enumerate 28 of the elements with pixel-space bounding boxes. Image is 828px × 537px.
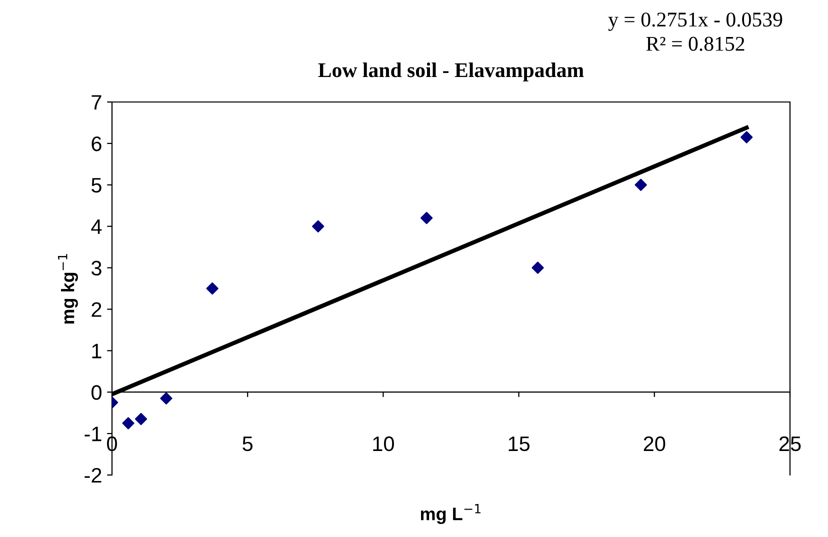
y-tick-label: 6 [92,136,102,152]
y-tick-label: 5 [92,178,102,193]
y-tick-label: 3 [91,260,102,276]
y-tick-label: -1 [84,426,102,442]
text: y = 0.2751x - 0.0539 [608,12,782,31]
point [634,178,647,191]
x-tick-label: 15 [508,436,530,452]
point [160,392,172,404]
x-tick-label: 10 [373,436,394,452]
x-tick-label: 5 [242,436,253,452]
y-tick-label: 2 [92,302,102,317]
y-tick-label: 4 [91,220,102,234]
y-tick-label: -2 [84,468,102,483]
point [532,262,544,274]
point [740,131,753,144]
chart-title: Low land soil - Elavampadam [318,62,584,82]
text: R² = 0.8152 [646,36,744,51]
x-axis-title: mg L$^{−1}$ [420,504,481,524]
point [206,282,218,295]
x-tick-label: 20 [644,436,666,452]
y-axis-title: mg kg$^{−1}$ [58,254,78,324]
point [134,412,148,426]
y-tick-label: 1 [92,344,102,358]
point [420,212,433,224]
y-tick-label: 7 [92,95,102,110]
point [312,220,324,232]
y-tick-label: 0 [92,385,102,400]
point [122,417,134,430]
